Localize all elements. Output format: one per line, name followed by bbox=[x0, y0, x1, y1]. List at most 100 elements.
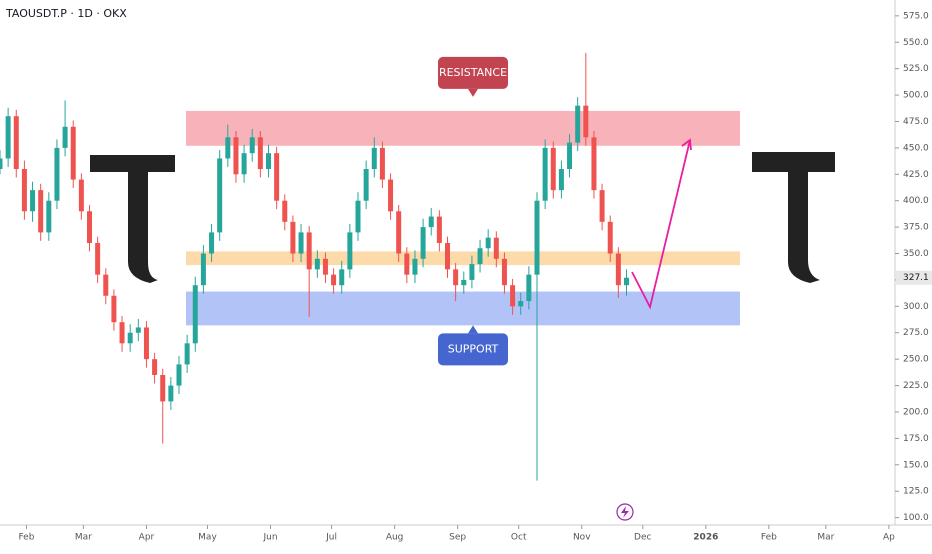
candle-body bbox=[607, 221, 613, 254]
zone-label-pointer bbox=[468, 88, 478, 97]
y-tick-label: 400.0 bbox=[903, 196, 929, 206]
candle-body bbox=[469, 264, 475, 280]
candle-body bbox=[550, 147, 556, 191]
y-tick-label: 375.0 bbox=[903, 223, 929, 233]
last-price-label: 327.1 bbox=[903, 273, 929, 283]
candle-body bbox=[233, 137, 239, 175]
y-tick-label: 150.0 bbox=[903, 460, 929, 470]
candle-body bbox=[266, 153, 271, 170]
y-tick-label: 275.0 bbox=[903, 328, 929, 338]
candle-body bbox=[599, 190, 605, 222]
y-tick-label: 475.0 bbox=[903, 117, 929, 127]
zone-label: RESISTANCE bbox=[439, 66, 507, 79]
candle-body bbox=[567, 142, 573, 170]
candle-body bbox=[314, 258, 320, 270]
x-tick-label: Oct bbox=[511, 533, 527, 543]
x-tick-label: May bbox=[198, 533, 217, 543]
candle-body bbox=[485, 237, 491, 249]
candle-body bbox=[461, 279, 467, 286]
candle-body bbox=[241, 153, 247, 175]
candle-body bbox=[331, 274, 337, 286]
candle-body bbox=[62, 126, 68, 148]
arrow-head bbox=[681, 138, 692, 151]
candle-body bbox=[624, 277, 629, 286]
candle-body bbox=[225, 137, 231, 159]
candle-body bbox=[322, 258, 328, 275]
candle-body bbox=[200, 253, 206, 286]
candle-body bbox=[347, 232, 353, 270]
y-tick-label: 300.0 bbox=[903, 302, 929, 312]
candle-body bbox=[30, 190, 36, 212]
candle-body bbox=[298, 232, 304, 254]
candle-body bbox=[575, 105, 581, 143]
y-tick-label: 175.0 bbox=[903, 434, 929, 444]
candle-body bbox=[558, 169, 564, 191]
y-tick-label: 200.0 bbox=[903, 407, 929, 417]
y-tick-label: 100.0 bbox=[903, 513, 929, 523]
candle-body bbox=[168, 385, 174, 402]
y-tick-label: 250.0 bbox=[903, 355, 929, 365]
x-tick-label: Jul bbox=[325, 533, 337, 543]
x-tick-label: Jun bbox=[263, 533, 278, 543]
candle-body bbox=[78, 179, 84, 212]
candle-body bbox=[176, 364, 182, 386]
candle-body bbox=[192, 285, 198, 344]
candle-body bbox=[54, 147, 60, 201]
candle-body bbox=[445, 242, 450, 270]
y-tick-label: 450.0 bbox=[903, 143, 929, 153]
logo-right bbox=[752, 152, 835, 283]
projection-arrow bbox=[631, 139, 691, 310]
candle-body bbox=[184, 343, 190, 365]
candle-body bbox=[103, 274, 109, 296]
candle-body bbox=[217, 158, 223, 233]
candle-body bbox=[477, 248, 483, 265]
y-tick-label: 525.0 bbox=[903, 64, 929, 74]
x-tick-label: 2026 bbox=[693, 533, 718, 543]
event-bolt bbox=[621, 506, 629, 518]
y-tick-label: 225.0 bbox=[903, 381, 929, 391]
candle-body bbox=[542, 147, 548, 201]
candle-body bbox=[591, 137, 597, 191]
zone bbox=[186, 110, 740, 146]
x-tick-label: Mar bbox=[817, 533, 834, 543]
x-tick-label: Aug bbox=[386, 533, 404, 543]
event-icon[interactable] bbox=[616, 503, 634, 521]
candle-body bbox=[257, 137, 263, 170]
candle-body bbox=[493, 237, 499, 259]
candle-body bbox=[87, 211, 92, 243]
logo-left bbox=[90, 155, 175, 283]
candle-body bbox=[436, 216, 442, 243]
candle-body bbox=[70, 126, 76, 180]
candle-body bbox=[518, 301, 524, 307]
candle-body bbox=[160, 375, 166, 402]
zone bbox=[186, 251, 740, 266]
candle-body bbox=[526, 274, 532, 302]
candle-body bbox=[119, 322, 125, 344]
candle-body bbox=[46, 200, 52, 233]
candle-body bbox=[111, 295, 117, 323]
candle-body bbox=[388, 179, 394, 212]
candle-body bbox=[95, 242, 101, 275]
y-tick-label: 575.0 bbox=[903, 11, 929, 21]
zone-label: SUPPORT bbox=[448, 342, 499, 355]
x-tick-label: Sep bbox=[449, 533, 466, 543]
candle-body bbox=[21, 169, 27, 212]
y-tick-label: 425.0 bbox=[903, 170, 929, 180]
candle-body bbox=[38, 190, 44, 233]
candle-body bbox=[420, 227, 426, 259]
x-tick-label: Dec bbox=[634, 533, 651, 543]
zone bbox=[186, 291, 740, 326]
candle-body bbox=[534, 200, 540, 275]
candle-body bbox=[412, 258, 418, 275]
candle-body bbox=[274, 153, 280, 201]
candle-body bbox=[13, 116, 19, 170]
candle-body bbox=[143, 327, 149, 360]
x-tick-label: Feb bbox=[761, 533, 777, 543]
zone-label-box bbox=[438, 333, 508, 366]
x-tick-label: Apr bbox=[139, 533, 155, 543]
candle-body bbox=[339, 269, 345, 286]
candle-body bbox=[0, 158, 3, 170]
x-tick-label: Feb bbox=[18, 533, 34, 543]
candles bbox=[0, 52, 629, 481]
